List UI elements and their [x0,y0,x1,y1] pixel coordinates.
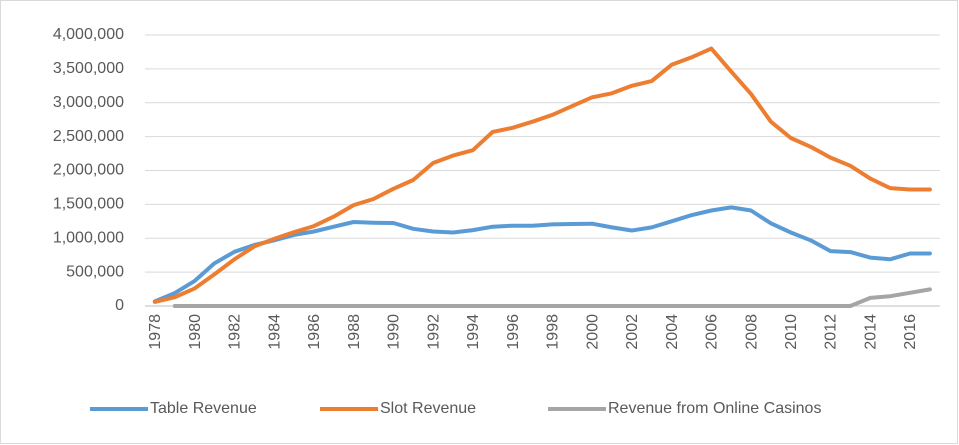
x-tick-label: 1982 [227,314,244,350]
y-tick-label: 2,500,000 [53,128,124,145]
x-tick-label: 1996 [505,314,522,350]
x-tick-label: 1990 [386,314,403,350]
y-tick-label: 1,000,000 [53,229,124,246]
series-line [172,287,932,308]
y-tick-label: 0 [115,297,124,314]
x-tick-label: 2016 [902,314,919,350]
series-line [152,46,932,304]
y-tick-label: 2,000,000 [53,162,124,179]
x-tick-label: 1978 [147,314,164,350]
x-tick-label: 2002 [624,314,641,350]
y-tick-label: 500,000 [66,263,124,280]
x-tick-label: 1988 [346,314,363,350]
x-tick-label: 2004 [664,314,681,350]
x-tick-label: 1986 [306,314,323,350]
x-tick-label: 1992 [425,314,442,350]
x-tick-label: 2010 [783,314,800,350]
legend-label: Table Revenue [150,400,257,417]
y-tick-label: 3,500,000 [53,60,124,77]
y-tick-label: 1,500,000 [53,196,124,213]
x-tick-label: 1984 [266,314,283,350]
y-tick-label: 3,000,000 [53,94,124,111]
x-tick-label: 1980 [187,314,204,350]
x-tick-label: 2014 [862,314,879,350]
y-tick-label: 4,000,000 [53,26,124,43]
legend-label: Revenue from Online Casinos [608,400,821,417]
x-tick-label: 2000 [584,314,601,350]
x-tick-label: 1998 [545,314,562,350]
x-tick-label: 1994 [465,314,482,350]
x-tick-label: 2012 [823,314,840,350]
x-tick-label: 2006 [704,314,721,350]
x-tick-label: 2008 [743,314,760,350]
legend-label: Slot Revenue [380,400,476,417]
